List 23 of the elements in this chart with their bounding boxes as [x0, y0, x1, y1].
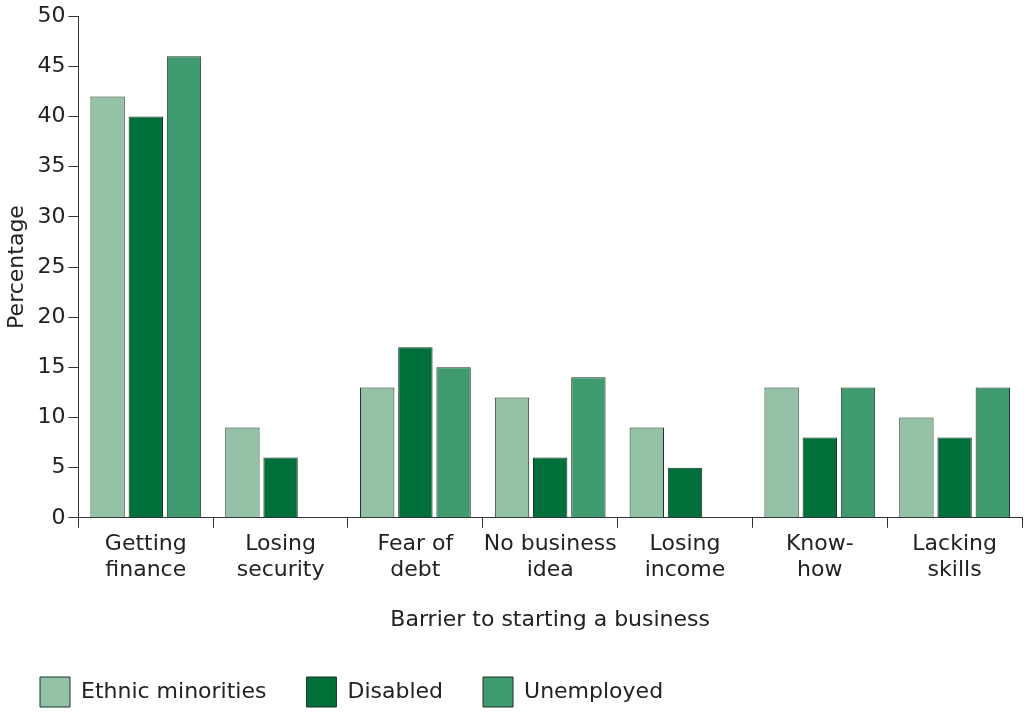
- y-axis-title: Percentage: [2, 205, 28, 329]
- legend-label: Disabled: [347, 677, 444, 703]
- y-tick-label: 10: [37, 403, 66, 429]
- y-tick-label: 50: [37, 1, 66, 27]
- legend-label: Unemployed: [524, 677, 664, 703]
- y-tick-label: 40: [37, 102, 66, 128]
- legend-label: Ethnic minorities: [81, 677, 267, 703]
- y-tick-label: 45: [37, 52, 66, 78]
- x-tick-label: Losing security: [236, 529, 325, 582]
- x-tick-label: Losing income: [644, 529, 726, 582]
- x-tick-label: Getting finance: [104, 529, 187, 582]
- y-tick-label: 25: [37, 252, 66, 278]
- x-tick-label: No business idea: [483, 529, 617, 582]
- y-tick-label: 35: [37, 152, 66, 178]
- x-tick-label: Know-how: [785, 529, 854, 582]
- y-tick-label: 30: [37, 202, 66, 228]
- y-tick-label: 20: [37, 302, 66, 328]
- x-tick-label: Fear of debt: [377, 529, 455, 582]
- x-axis-title: Barrier to starting a business: [390, 605, 711, 631]
- y-tick-label: 15: [37, 353, 66, 379]
- y-tick-label: 0: [51, 503, 66, 529]
- x-tick-label: Lacking skills: [912, 529, 997, 582]
- y-tick-label: 5: [51, 453, 66, 479]
